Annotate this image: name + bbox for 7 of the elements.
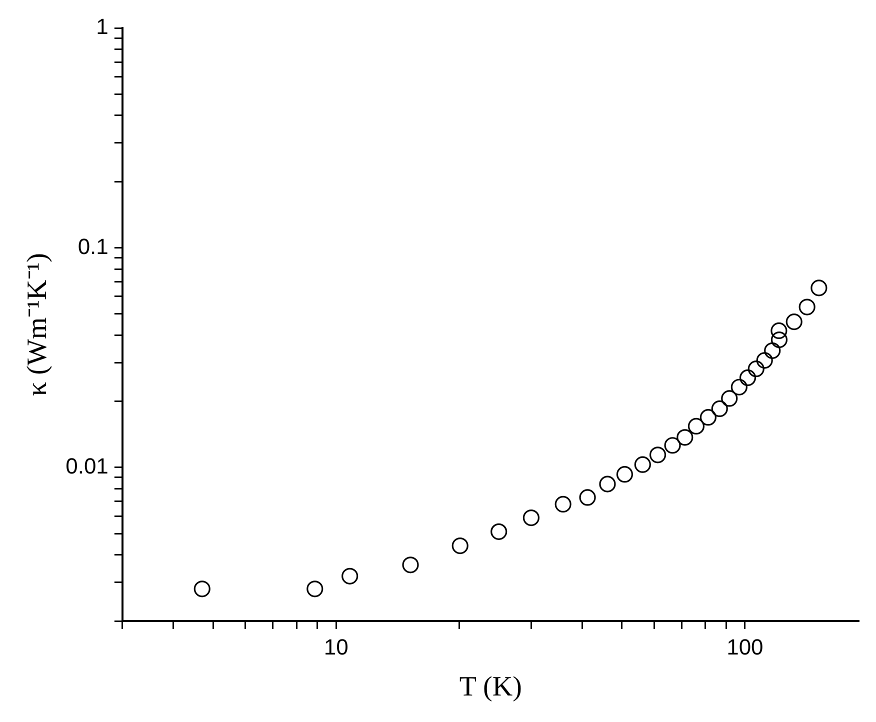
y-tick-label: 1 bbox=[96, 14, 108, 40]
y-axis-title: κ (Wm⁻¹K⁻¹) bbox=[22, 253, 54, 396]
x-tick-label: 100 bbox=[726, 634, 764, 660]
x-tick-label: 10 bbox=[324, 634, 348, 660]
x-axis-title: T (K) bbox=[459, 672, 522, 703]
y-tick-label: 0.1 bbox=[78, 234, 108, 259]
y-tick-label: 0.01 bbox=[66, 453, 108, 478]
